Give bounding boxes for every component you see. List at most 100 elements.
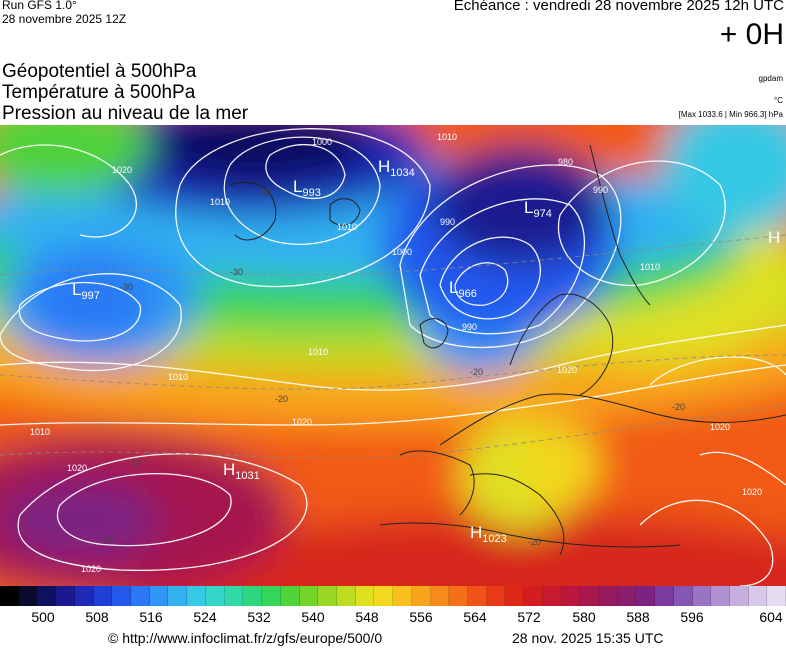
temperature-label: -10: [128, 457, 141, 467]
temperature-label: -30: [120, 282, 133, 292]
run-title: Run GFS 1.0°: [2, 0, 77, 12]
isobar-label: 980: [558, 157, 573, 167]
colorbar-swatch: [561, 586, 581, 606]
colorbar-swatch: [449, 586, 468, 606]
colorbar-swatch: [243, 586, 263, 606]
isobar-label: 990: [440, 217, 455, 227]
colorbar-tick-label: 564: [463, 609, 487, 625]
colorbar-tick-label: 540: [301, 609, 325, 625]
colorbar-swatch: [299, 586, 319, 606]
forecast-valid-time: Echéance : vendredi 28 novembre 2025 12h…: [453, 0, 784, 14]
isobar-label: 1020: [710, 422, 730, 432]
run-date: 28 novembre 2025 12Z: [2, 12, 127, 26]
colorbar-swatch: [730, 586, 749, 606]
isobar-label: 1020: [557, 365, 577, 375]
colorbar-swatch: [280, 586, 300, 606]
colorbar-tick-label: 596: [680, 609, 704, 625]
colorbar-tick-label: 500: [31, 609, 55, 625]
temperature-isotherms: [0, 234, 786, 459]
colorbar-swatch: [505, 586, 525, 606]
colorbar-tick-label: 588: [626, 609, 650, 625]
pressure-center-label: H: [768, 228, 780, 247]
isobar-label: 1000: [392, 247, 412, 257]
temperature-label: -30: [230, 267, 243, 277]
colorbar-swatch: [187, 586, 206, 606]
colorbar-tick-label: 532: [247, 609, 271, 625]
colorbar: [0, 586, 786, 606]
isobar-label: 1000: [312, 137, 332, 147]
colorbar-swatch: [18, 586, 38, 606]
isobar-label: 1010: [437, 132, 457, 142]
colorbar-swatch: [692, 586, 712, 606]
colorbar-ticks: 500 508 516 524 532 540 548 556 564 572 580 588 596 6…: [0, 609, 786, 627]
colorbar-swatch: [112, 586, 132, 606]
forecast-offset: + 0H: [719, 18, 784, 51]
unit-temperature: °C: [774, 96, 783, 105]
colorbar-swatch: [486, 586, 506, 606]
colorbar-swatch: [673, 586, 693, 606]
colorbar-swatch: [355, 586, 375, 606]
isobar-labels: 1010 1000 1010 1020 1010 990 980 990 1000 990 1010…: [30, 132, 762, 574]
isobar-label: 1020: [112, 165, 132, 175]
isobars: [0, 128, 786, 586]
isobar-label: 1010: [640, 262, 660, 272]
temperature-label: -20: [528, 537, 541, 547]
layer-pressure-label: Pression au niveau de la mer: [2, 103, 249, 124]
isobar-label: 1010: [168, 372, 188, 382]
colorbar-swatch: [636, 586, 656, 606]
credit-link[interactable]: © http://www.infoclimat.fr/z/gfs/europe/…: [108, 630, 383, 646]
colorbar-swatch: [205, 586, 225, 606]
generation-timestamp: 28 nov. 2025 15:35 UTC: [512, 630, 664, 646]
temperature-label: -20: [275, 394, 288, 404]
colorbar-swatch: [655, 586, 674, 606]
isobar-label: 1020: [292, 417, 312, 427]
colorbar-swatch: [224, 586, 244, 606]
isobar-label: 1020: [67, 463, 87, 473]
colorbar-tick-label: 548: [355, 609, 379, 625]
colorbar-swatch: [580, 586, 599, 606]
colorbar-tick-label: 580: [572, 609, 596, 625]
colorbar-swatch: [168, 586, 188, 606]
layer-geopotential-label: Géopotentiel à 500hPa: [2, 61, 197, 82]
colorbar-swatch: [318, 586, 337, 606]
colorbar-swatch: [74, 586, 94, 606]
colorbar-swatch: [542, 586, 562, 606]
isobar-label: 1010: [308, 347, 328, 357]
colorbar-swatch: [711, 586, 731, 606]
colorbar-swatch: [37, 586, 57, 606]
colorbar-tick-label: 572: [517, 609, 541, 625]
temperature-label: -20: [100, 535, 113, 545]
colorbar-swatch: [56, 586, 75, 606]
temperature-labels: -40 -30 -30 -20 -20 -20 -10 -20 -20: [100, 187, 685, 547]
temperature-label: -20: [470, 367, 483, 377]
pressure-max-min: [Max 1033.6 | Min 966.3] hPa: [678, 110, 783, 119]
colorbar-swatch: [411, 586, 431, 606]
colorbar-swatch: [599, 586, 618, 606]
isobar-label: 1020: [81, 564, 101, 574]
colorbar-swatch: [767, 586, 786, 606]
layer-temperature-label: Température à 500hPa: [2, 82, 196, 103]
colorbar-swatch: [430, 586, 450, 606]
colorbar-swatch: [374, 586, 394, 606]
isobar-label: 1010: [210, 197, 230, 207]
colorbar-swatch: [131, 586, 150, 606]
colorbar-tick-label: 604: [759, 609, 783, 625]
colorbar-tick-label: 516: [139, 609, 163, 625]
colorbar-swatch: [617, 586, 637, 606]
isobar-label: 990: [462, 322, 477, 332]
colorbar-swatch: [467, 586, 487, 606]
colorbar-swatch: [262, 586, 281, 606]
colorbar-swatch: [93, 586, 113, 606]
colorbar-swatch: [524, 586, 543, 606]
unit-geopotential: gpdam: [758, 74, 783, 83]
colorbar-swatch: [393, 586, 412, 606]
temperature-label: -40: [258, 187, 271, 197]
colorbar-tick-label: 556: [409, 609, 433, 625]
isobar-label: 990: [593, 185, 608, 195]
isobar-label: 1020: [742, 487, 762, 497]
colorbar-swatch: [748, 586, 768, 606]
coastlines: [229, 144, 786, 556]
isobar-label: 1010: [337, 222, 357, 232]
colorbar-tick-label: 524: [193, 609, 217, 625]
